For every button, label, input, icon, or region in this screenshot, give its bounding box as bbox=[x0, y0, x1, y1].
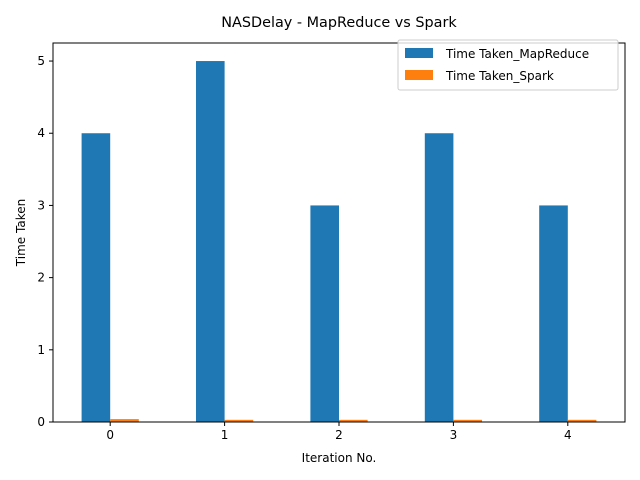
y-tick-label: 4 bbox=[37, 126, 45, 140]
legend-label-spark: Time Taken_Spark bbox=[445, 69, 554, 83]
y-axis-ticks: 0 1 2 3 4 5 bbox=[37, 54, 53, 429]
bar-mapreduce-2 bbox=[310, 205, 339, 422]
plot-frame bbox=[52, 42, 626, 423]
legend-swatch-spark bbox=[405, 70, 433, 80]
x-tick-label: 2 bbox=[335, 428, 343, 442]
bar-spark-2 bbox=[339, 419, 368, 422]
bar-mapreduce-4 bbox=[539, 205, 568, 422]
bar-spark-3 bbox=[453, 419, 482, 422]
y-tick-label: 0 bbox=[37, 415, 45, 429]
y-tick-label: 2 bbox=[37, 271, 45, 285]
bar-spark-0 bbox=[110, 419, 139, 422]
x-tick-label: 1 bbox=[221, 428, 229, 442]
bar-spark-4 bbox=[567, 419, 597, 422]
x-tick-label: 4 bbox=[564, 428, 572, 442]
y-tick-label: 5 bbox=[37, 54, 45, 68]
x-axis-label: Iteration No. bbox=[302, 451, 377, 465]
legend-swatch-mapreduce bbox=[405, 48, 433, 58]
legend: Time Taken_MapReduce Time Taken_Spark bbox=[397, 39, 619, 91]
legend-label-mapreduce: Time Taken_MapReduce bbox=[445, 47, 589, 61]
x-tick-label: 3 bbox=[450, 428, 458, 442]
y-tick-label: 3 bbox=[37, 198, 45, 212]
chart-title: NASDelay - MapReduce vs Spark bbox=[221, 15, 457, 31]
x-axis-ticks: 0 1 2 3 4 bbox=[106, 422, 572, 442]
bar-mapreduce-3 bbox=[424, 133, 454, 423]
y-tick-label: 1 bbox=[37, 343, 45, 357]
bar-mapreduce-1 bbox=[196, 61, 225, 423]
x-tick-label: 0 bbox=[106, 428, 114, 442]
legend-frame bbox=[397, 39, 619, 91]
bars-group bbox=[81, 61, 597, 423]
bar-spark-1 bbox=[224, 419, 254, 422]
y-axis-label: Time Taken bbox=[14, 199, 28, 267]
bar-mapreduce-0 bbox=[81, 133, 111, 423]
